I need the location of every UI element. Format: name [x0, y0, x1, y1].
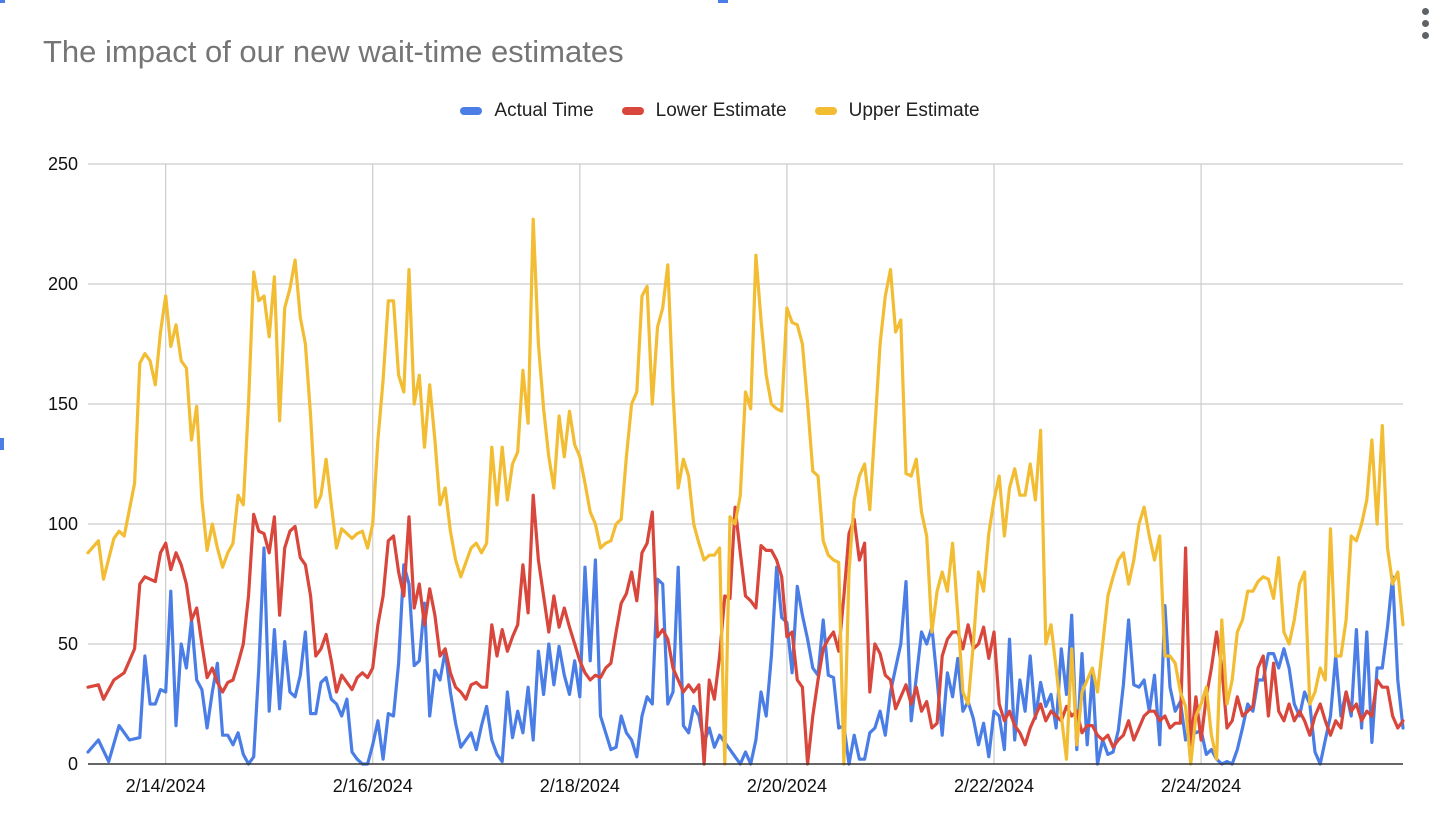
edge-selection-handle: [0, 0, 5, 3]
more-options-icon[interactable]: [1414, 6, 1436, 40]
x-tick-label: 2/24/2024: [1161, 776, 1241, 796]
series-line-lower-estimate: [86, 493, 1405, 766]
menu-dot: [1421, 7, 1429, 15]
x-tick-label: 2/20/2024: [747, 776, 827, 796]
y-tick-label: 0: [68, 754, 78, 774]
y-tick-label: 250: [48, 154, 78, 174]
legend-item-upper-estimate[interactable]: Upper Estimate: [814, 100, 980, 122]
edge-selection-handle: [0, 438, 4, 450]
y-tick-label: 50: [58, 634, 78, 654]
legend-label: Upper Estimate: [848, 100, 980, 121]
chart-legend: Actual Time Lower Estimate Upper Estimat…: [0, 100, 1440, 122]
legend-item-actual-time[interactable]: Actual Time: [460, 100, 594, 122]
x-tick-label: 2/18/2024: [540, 776, 620, 796]
y-tick-label: 200: [48, 274, 78, 294]
chart-title: The impact of our new wait-time estimate…: [43, 34, 624, 69]
legend-swatch: [814, 107, 837, 115]
y-tick-label: 150: [48, 394, 78, 414]
x-tick-label: 2/16/2024: [333, 776, 413, 796]
menu-dot: [1421, 31, 1429, 39]
legend-label: Actual Time: [494, 100, 594, 121]
series-line-upper-estimate: [86, 217, 1405, 766]
legend-label: Lower Estimate: [655, 100, 787, 121]
x-tick-label: 2/22/2024: [954, 776, 1034, 796]
legend-item-lower-estimate[interactable]: Lower Estimate: [621, 100, 787, 122]
series-line-actual-time: [86, 546, 1405, 766]
legend-swatch: [460, 107, 483, 115]
edge-selection-handle: [718, 0, 728, 3]
menu-dot: [1421, 19, 1429, 27]
x-tick-label: 2/14/2024: [126, 776, 206, 796]
y-tick-label: 100: [48, 514, 78, 534]
legend-swatch: [621, 107, 644, 115]
